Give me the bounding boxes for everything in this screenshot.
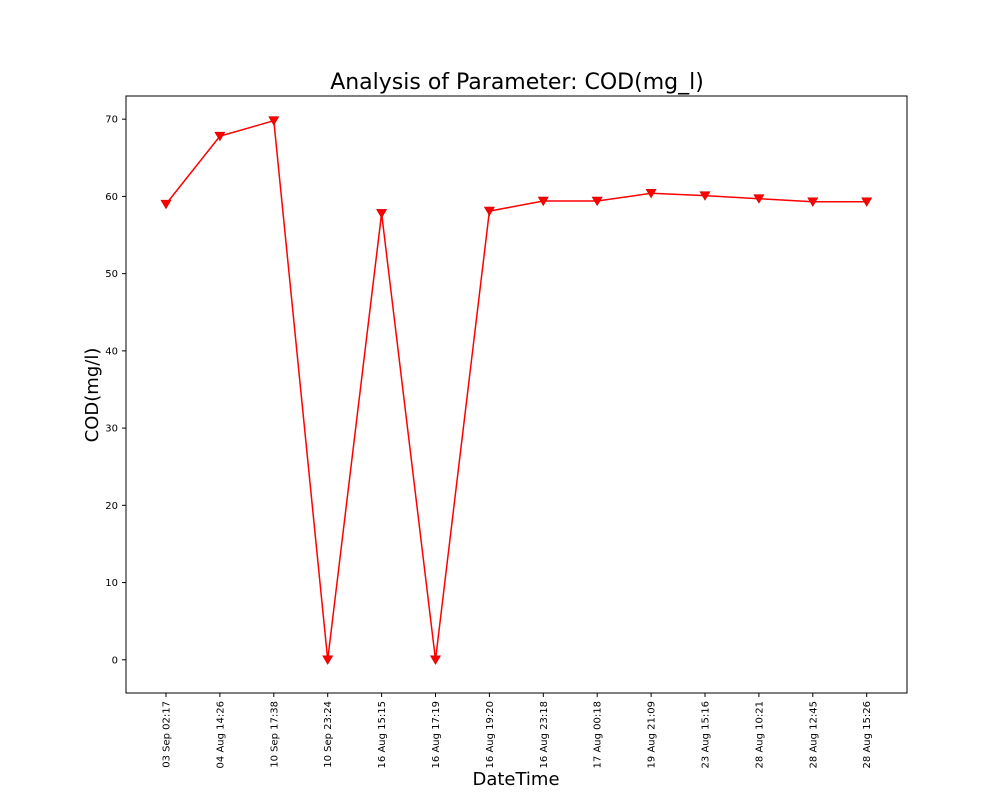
data-point-marker <box>645 189 657 199</box>
y-tick-label: 20 <box>105 501 118 512</box>
y-tick-label: 40 <box>105 346 118 357</box>
data-point-marker <box>753 194 765 204</box>
y-tick-label: 60 <box>105 192 118 203</box>
x-axis-label: DateTime <box>472 769 559 790</box>
data-point-marker <box>268 116 280 126</box>
y-axis: 0 10 20 30 40 50 60 70 <box>105 115 126 666</box>
x-tick-label: 28 Aug 15:26 <box>862 701 873 768</box>
x-tick-label: 03 Sep 02:17 <box>162 701 173 768</box>
x-tick-label: 10 Sep 17:38 <box>269 701 280 768</box>
data-point-marker <box>160 199 172 210</box>
x-tick-label: 17 Aug 00:18 <box>593 701 604 768</box>
y-tick-label: 10 <box>105 578 118 589</box>
data-point-marker <box>699 191 711 201</box>
x-tick-label: 16 Aug 19:20 <box>485 701 496 768</box>
x-tick-label: 28 Aug 12:45 <box>808 701 819 768</box>
data-point-marker <box>537 196 549 207</box>
x-tick-label: 04 Aug 14:26 <box>215 701 226 768</box>
plot-area <box>125 95 908 694</box>
y-tick-label: 0 <box>112 655 118 666</box>
x-axis: 03 Sep 02:17 04 Aug 14:26 10 Sep 17:38 10 S… <box>162 693 873 768</box>
x-tick-label: 28 Aug 10:21 <box>754 701 765 768</box>
series-layer <box>160 116 873 665</box>
data-point-marker <box>807 197 819 207</box>
data-point-marker <box>483 206 495 217</box>
data-point-marker <box>376 209 388 219</box>
y-axis-label: COD(mg/l) <box>82 348 103 443</box>
data-point-marker <box>214 131 226 142</box>
chart-title: Analysis of Parameter: COD(mg_l) <box>330 70 704 95</box>
x-tick-label: 19 Aug 21:09 <box>647 701 658 768</box>
y-tick-label: 50 <box>105 269 118 280</box>
data-point-marker <box>591 196 603 207</box>
data-point-marker <box>861 197 873 207</box>
x-tick-label: 16 Aug 15:15 <box>377 701 388 768</box>
data-point-marker <box>322 655 334 665</box>
x-tick-label: 16 Aug 17:19 <box>431 701 442 768</box>
data-point-marker <box>429 655 442 665</box>
x-tick-label: 16 Aug 23:18 <box>539 701 550 768</box>
y-tick-label: 30 <box>105 424 118 435</box>
x-tick-label: 10 Sep 23:24 <box>323 701 334 768</box>
x-tick-label: 23 Aug 15:16 <box>701 701 712 768</box>
series-line <box>165 119 867 660</box>
y-tick-label: 70 <box>105 115 118 126</box>
